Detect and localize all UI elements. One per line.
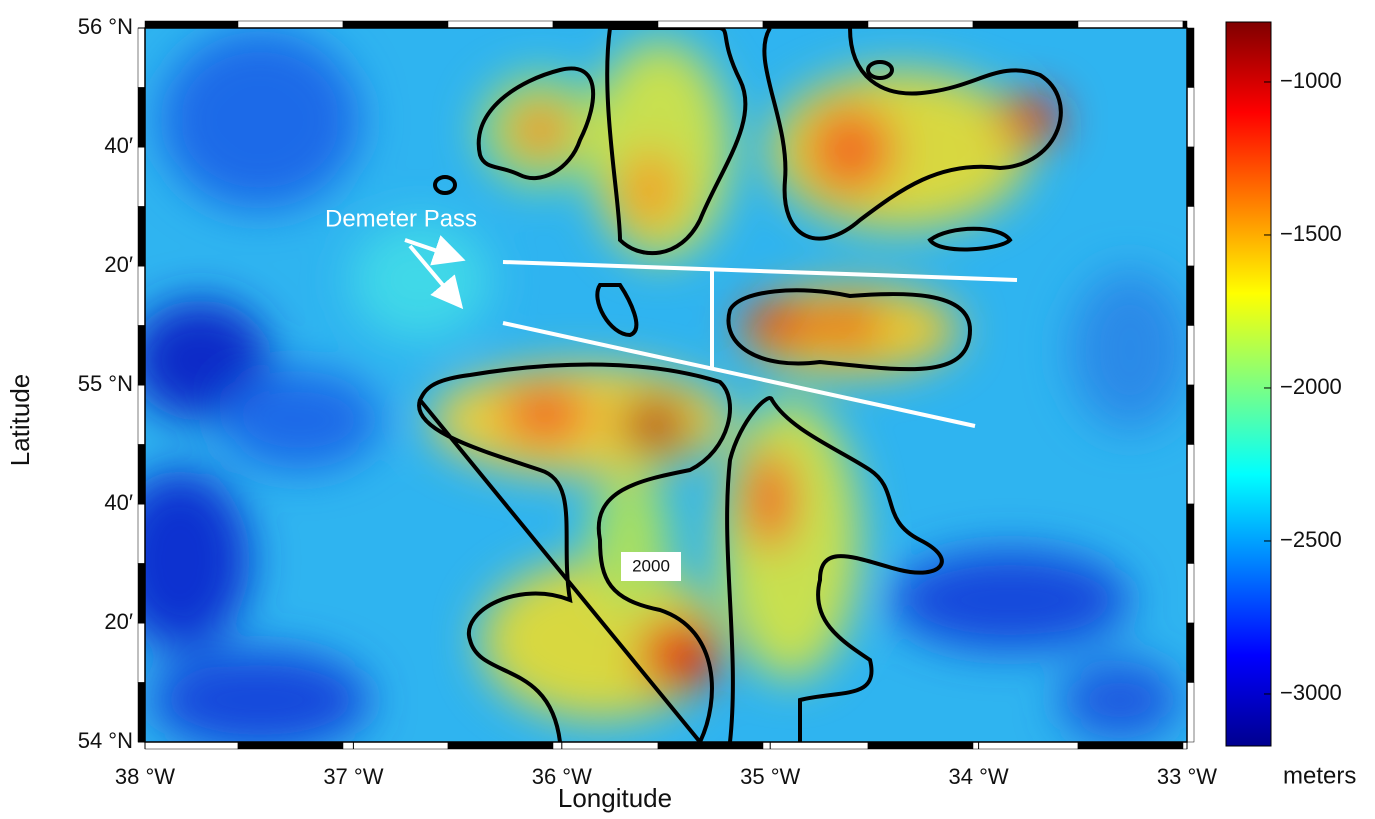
frame-band bbox=[1187, 504, 1194, 564]
frame-band bbox=[138, 147, 145, 207]
frame-band bbox=[138, 683, 145, 743]
y-tick-label: 55 °N bbox=[78, 371, 133, 396]
frame-band bbox=[448, 21, 553, 28]
frame-band bbox=[868, 21, 973, 28]
frame-band bbox=[973, 21, 1078, 28]
colorbar-tick-label: −3000 bbox=[1280, 680, 1342, 705]
frame-band bbox=[1187, 445, 1194, 505]
frame-band bbox=[973, 742, 1078, 749]
frame-band bbox=[1187, 147, 1194, 207]
frame-band bbox=[1078, 742, 1183, 749]
bathymetry-field bbox=[110, 28, 1190, 750]
frame-band bbox=[238, 742, 343, 749]
frame-band bbox=[138, 326, 145, 386]
y-tick-label: 54 °N bbox=[78, 728, 133, 753]
frame-band bbox=[138, 623, 145, 683]
colorbar bbox=[1226, 22, 1271, 746]
x-tick-label: 33 °W bbox=[1157, 764, 1217, 789]
frame-band bbox=[138, 504, 145, 564]
frame-band bbox=[138, 207, 145, 267]
frame-band bbox=[138, 266, 145, 326]
frame-band bbox=[238, 21, 343, 28]
y-tick-label: 56 °N bbox=[78, 14, 133, 39]
frame-band bbox=[1187, 28, 1194, 88]
frame-band bbox=[553, 742, 658, 749]
frame-band bbox=[763, 21, 868, 28]
y-tick-label: 20′ bbox=[104, 609, 133, 634]
y-axis-label: Latitude bbox=[5, 374, 35, 467]
x-tick-label: 35 °W bbox=[740, 764, 800, 789]
x-tick-label: 34 °W bbox=[949, 764, 1009, 789]
frame-band bbox=[658, 21, 763, 28]
frame-band bbox=[1187, 385, 1194, 445]
y-tick-label: 40′ bbox=[104, 490, 133, 515]
x-tick-label: 37 °W bbox=[323, 764, 383, 789]
frame-band bbox=[138, 88, 145, 148]
y-tick-label: 20′ bbox=[104, 252, 133, 277]
x-tick-label: 36 °W bbox=[532, 764, 592, 789]
frame-band bbox=[1187, 207, 1194, 267]
y-tick-label: 40′ bbox=[104, 133, 133, 158]
frame-band bbox=[1187, 88, 1194, 148]
frame-band bbox=[1187, 564, 1194, 624]
colorbar-tick-label: −2500 bbox=[1280, 527, 1342, 552]
frame-band bbox=[145, 742, 238, 749]
frame-band bbox=[553, 21, 658, 28]
frame-band bbox=[1078, 21, 1183, 28]
frame-band bbox=[343, 742, 448, 749]
frame-band bbox=[1187, 326, 1194, 386]
contour-label: 2000 bbox=[632, 556, 670, 575]
frame-band bbox=[138, 28, 145, 88]
frame-band bbox=[138, 564, 145, 624]
frame-band bbox=[1187, 683, 1194, 743]
colorbar-tick-label: −2000 bbox=[1280, 374, 1342, 399]
frame-band bbox=[145, 21, 238, 28]
frame-band bbox=[658, 742, 763, 749]
frame-band bbox=[343, 21, 448, 28]
frame-band bbox=[1183, 742, 1187, 749]
frame-band bbox=[138, 445, 145, 505]
frame-band bbox=[868, 742, 973, 749]
pass-annotation: Demeter Pass bbox=[325, 205, 477, 232]
frame-band bbox=[448, 742, 553, 749]
map-figure: Demeter Pass 2000 Longitude Latitude met… bbox=[0, 0, 1375, 819]
colorbar-label: meters bbox=[1283, 762, 1356, 789]
frame-band bbox=[138, 385, 145, 445]
colorbar-tick-label: −1000 bbox=[1280, 68, 1342, 93]
x-tick-label: 38 °W bbox=[115, 764, 175, 789]
frame-band bbox=[1187, 266, 1194, 326]
frame-band bbox=[1187, 623, 1194, 683]
frame-band bbox=[1183, 21, 1187, 28]
frame-band bbox=[763, 742, 868, 749]
colorbar-tick-label: −1500 bbox=[1280, 221, 1342, 246]
